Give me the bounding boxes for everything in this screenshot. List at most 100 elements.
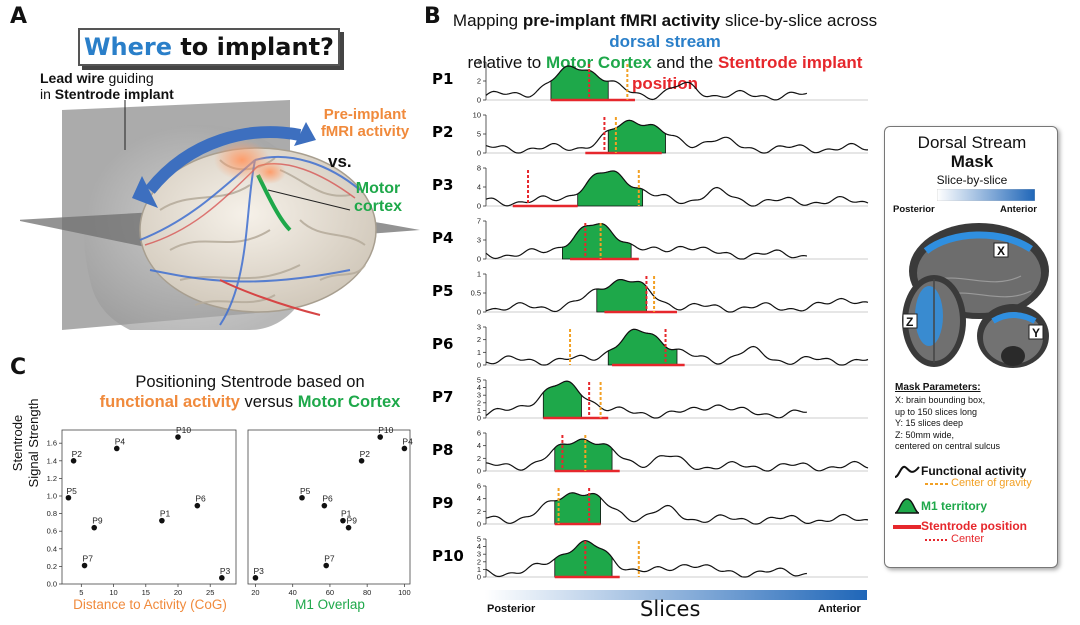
scatter-point-p2 — [358, 458, 365, 464]
m1-territory-fill — [550, 65, 609, 101]
point-label: P10 — [176, 425, 191, 435]
legend-stentrode-position: Stentrode position — [921, 519, 1027, 533]
x-tick-label: 5 — [79, 588, 83, 595]
scatter-panel-2: 20 40 60 80 100 P1 P2 P3 P4 P5 P6 P7 P9 P10 — [247, 425, 413, 595]
point-label: P1 — [341, 509, 352, 519]
point-label: P9 — [347, 516, 358, 526]
track-label: P7 — [432, 388, 453, 406]
track-label: P10 — [432, 547, 464, 565]
scatter-point-p6 — [194, 502, 201, 509]
y-tick-label: 3 — [477, 550, 481, 559]
panel-c-letter: C — [10, 355, 27, 380]
y-tick-label: 0.8 — [47, 509, 57, 518]
scatter-point-p10 — [377, 434, 384, 440]
point-label: P4 — [402, 436, 413, 446]
y-tick-label: 0 — [477, 573, 481, 582]
point-label: P9 — [92, 516, 103, 526]
legend-mask: Mask — [950, 152, 994, 171]
legend-center-of-gravity: Center of gravity — [951, 477, 1032, 489]
y-tick-label: 2 — [477, 557, 481, 566]
m1-territory-icon — [894, 498, 920, 514]
y-tick-label: 5 — [477, 535, 481, 544]
y-tick-label: 3 — [477, 236, 481, 245]
y-tick-label: 0 — [477, 520, 481, 529]
track-label: P2 — [432, 123, 453, 141]
panel-c-title: Positioning Stentrode based on functiona… — [99, 373, 401, 411]
functional-activity-line — [485, 328, 869, 366]
point-label: P2 — [360, 449, 371, 459]
functional-activity-line — [485, 65, 808, 101]
x-axis-slices: Slices — [640, 597, 701, 621]
plot-frame — [61, 429, 237, 585]
point-label: P5 — [66, 486, 77, 496]
y-tick-label: 2 — [477, 454, 481, 463]
y-tick-label: 0 — [477, 361, 481, 370]
y-tick-label: 0.2 — [47, 562, 57, 571]
functional-activity-line — [485, 279, 869, 313]
y-tick-label: 3 — [477, 391, 481, 400]
functional-activity-line — [485, 119, 868, 154]
functional-activity-line — [485, 222, 807, 260]
functional-activity-icon — [894, 465, 920, 478]
y-tick-label: 1 — [477, 270, 481, 279]
y-tick-label: 4 — [477, 542, 481, 551]
functional-activity-line — [485, 492, 869, 525]
y-tick-label: 1.2 — [47, 474, 57, 483]
x-label-m1-overlap: M1 Overlap — [295, 597, 365, 612]
y-tick-label: 0 — [477, 467, 481, 476]
functional-activity-line — [485, 170, 869, 207]
brain-illustration — [20, 100, 420, 330]
legend-posterior: Posterior — [893, 204, 935, 215]
track-row-p3: P3 8 4 0 — [432, 164, 869, 211]
track-label: P1 — [432, 70, 453, 88]
y-tick-label: 5 — [477, 376, 481, 385]
y-tick-label: 5 — [477, 130, 481, 139]
track-label: P5 — [432, 282, 453, 300]
y-tick-label: 4 — [477, 383, 481, 392]
legend-m1-territory: M1 territory — [921, 499, 988, 513]
x-tick-label: 10 — [109, 588, 117, 595]
track-label: P8 — [432, 441, 453, 459]
y-tick-label: 1.6 — [47, 439, 57, 448]
scatter-point-p2 — [70, 458, 77, 464]
scatter-point-p4 — [401, 445, 408, 452]
scatter-point-p3 — [219, 575, 225, 581]
panel-a-letter: A — [10, 4, 28, 29]
x-tick-label: 25 — [206, 588, 214, 595]
track-row-p4: P4 7 3 0 — [432, 217, 868, 264]
y-tick-label: 1.4 — [47, 456, 57, 465]
x-tick-label: 60 — [326, 588, 334, 595]
track-label: P4 — [432, 229, 453, 247]
y-tick-label: 10 — [473, 111, 481, 120]
point-label: P5 — [300, 486, 311, 496]
center-line-icon — [925, 539, 949, 541]
m1-territory-fill — [554, 540, 613, 578]
y-tick-label: 7 — [477, 217, 481, 226]
mask-gradient — [937, 189, 1035, 201]
y-tick-label: 0 — [477, 96, 481, 105]
motor-cortex-label: Motor cortex — [353, 180, 403, 215]
x-tick-label: 20 — [174, 588, 182, 595]
mri-mask-image — [901, 221, 1051, 369]
stentrode-position-icon — [893, 525, 921, 529]
scatter-point-p7 — [81, 562, 88, 569]
x-tick-label: 15 — [142, 588, 150, 595]
title-rest: to implant? — [171, 33, 334, 61]
track-row-p8: P8 6 4 2 0 — [432, 429, 869, 476]
x-tick-label: 100 — [398, 588, 411, 595]
scatter-point-p3 — [252, 575, 259, 581]
y-tick-label: 8 — [477, 164, 481, 173]
scatter-point-p9 — [91, 524, 98, 531]
vs-label: vs. — [328, 152, 352, 171]
y-tick-label: 2 — [477, 507, 481, 516]
scatter-point-p4 — [113, 445, 120, 452]
point-label: P3 — [220, 566, 231, 576]
mask-params-title: Mask Parameters: — [895, 382, 981, 393]
scatter-point-p5 — [65, 494, 72, 501]
scatter-plots: 5 10 15 20 25 0.0 0.2 0.4 0.6 0.8 1.0 1.2 1.4 1.6 P1 P2… — [47, 425, 414, 595]
point-label: P1 — [160, 509, 171, 519]
legend-panel: Dorsal Stream Mask Slice-by-slice Poster… — [884, 126, 1058, 568]
y-tick-label: 0.6 — [47, 527, 57, 536]
curved-arrow — [145, 126, 302, 194]
panel-b-letter: B — [424, 4, 441, 29]
